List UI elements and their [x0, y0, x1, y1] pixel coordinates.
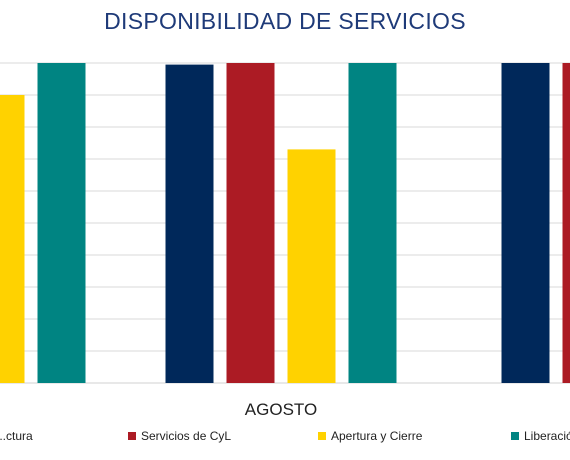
legend-label: Liberació — [524, 429, 570, 443]
x-tick-label: AGOSTO — [245, 400, 317, 419]
bar — [501, 63, 550, 383]
bar — [37, 63, 86, 383]
legend: ...ctura Servicios de CyL Apertura y Cierr… — [0, 429, 570, 449]
legend-label: Servicios de CyL — [141, 429, 232, 443]
legend-item: ...ctura — [0, 429, 33, 443]
legend-label: Apertura y Cierre — [331, 429, 423, 443]
legend-swatch — [318, 432, 326, 440]
bar — [287, 149, 336, 383]
legend-item: Apertura y Cierre — [318, 429, 422, 443]
legend-item: Servicios de CyL — [128, 429, 231, 443]
bar — [165, 64, 214, 383]
legend-swatch — [511, 432, 519, 440]
bar — [348, 63, 397, 383]
chart-title: DISPONIBILIDAD DE SERVICIOS — [104, 8, 466, 34]
legend-item: Liberació — [511, 429, 570, 443]
legend-swatch — [128, 432, 136, 440]
bar — [562, 63, 570, 383]
bar — [0, 95, 25, 383]
legend-label: ...ctura — [0, 429, 33, 443]
bar — [226, 63, 275, 383]
